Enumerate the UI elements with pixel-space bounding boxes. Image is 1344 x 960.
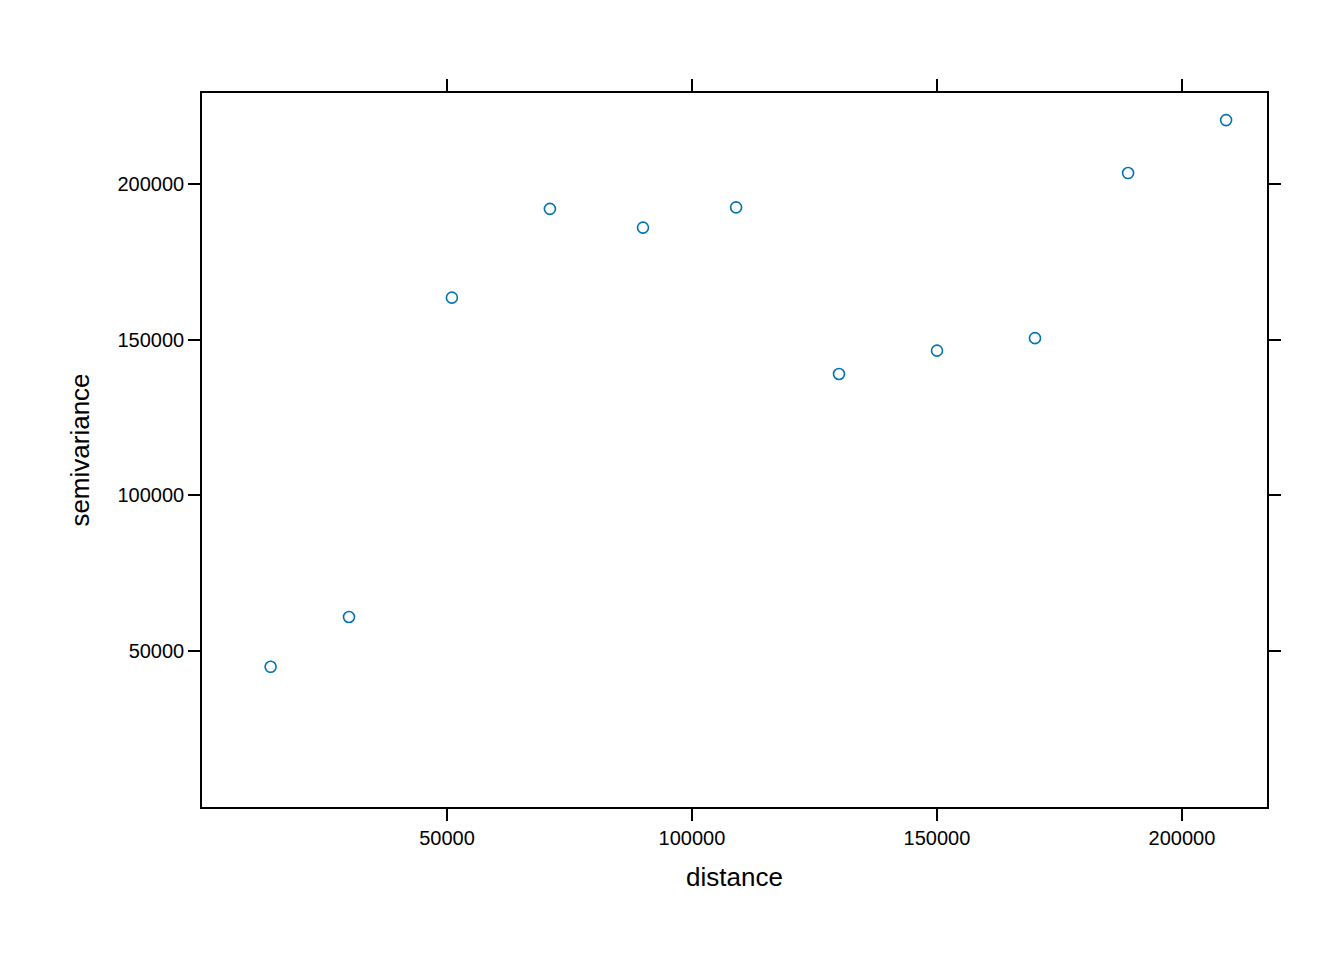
svg-text:150000: 150000 — [904, 827, 971, 849]
svg-text:semivariance: semivariance — [65, 373, 95, 526]
svg-text:200000: 200000 — [1149, 827, 1216, 849]
svg-text:100000: 100000 — [659, 827, 726, 849]
svg-text:50000: 50000 — [129, 640, 185, 662]
svg-text:200000: 200000 — [118, 173, 185, 195]
svg-text:100000: 100000 — [118, 484, 185, 506]
svg-text:50000: 50000 — [419, 827, 475, 849]
svg-text:distance: distance — [686, 862, 783, 892]
svg-text:150000: 150000 — [118, 329, 185, 351]
